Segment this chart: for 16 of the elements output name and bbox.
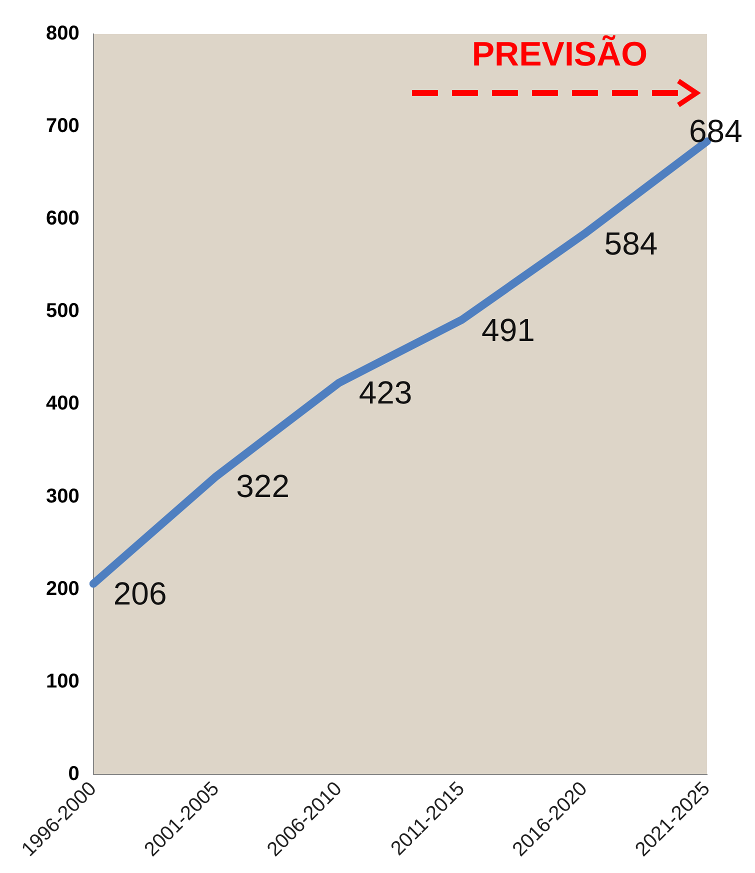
data-label: 684 xyxy=(689,113,742,150)
y-tick-label: 400 xyxy=(46,392,80,415)
y-tick-label: 300 xyxy=(46,485,80,508)
data-label: 322 xyxy=(236,468,290,504)
y-tick-label: 800 xyxy=(46,22,80,45)
y-tick-label: 200 xyxy=(46,578,80,600)
data-label: 491 xyxy=(482,312,535,348)
y-tick-label: 700 xyxy=(46,115,80,138)
data-label: 584 xyxy=(604,226,658,262)
y-tick-label: 0 xyxy=(68,762,80,785)
y-tick-label: 100 xyxy=(46,670,80,692)
data-label: 423 xyxy=(358,374,412,411)
data-label: 206 xyxy=(113,576,167,612)
annotation: PREVISÃO xyxy=(472,34,648,74)
y-tick-label: 600 xyxy=(46,208,80,230)
y-tick-label: 500 xyxy=(46,300,80,322)
